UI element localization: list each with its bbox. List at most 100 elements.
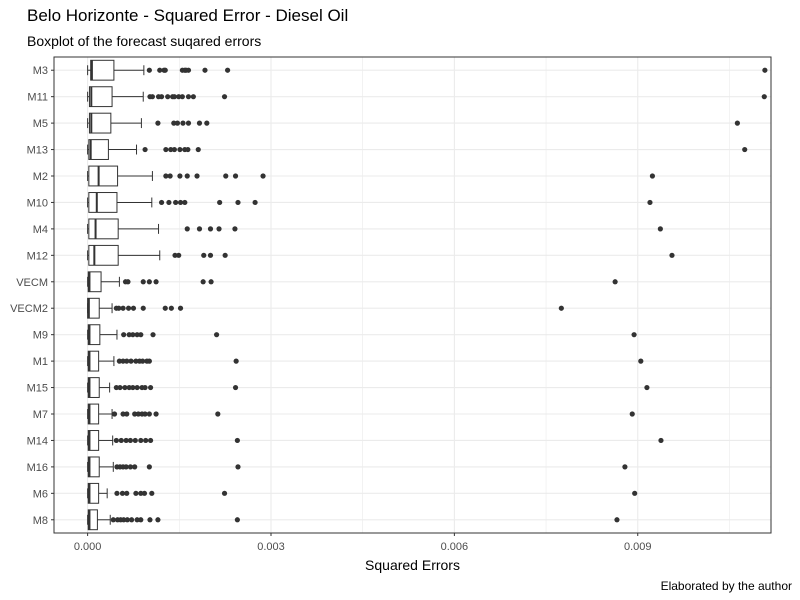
- outlier-point: [168, 146, 174, 153]
- outlier-point: [153, 279, 159, 285]
- y-tick-label: M1: [33, 356, 48, 368]
- box: [87, 456, 100, 478]
- outlier-point: [128, 358, 134, 364]
- outlier-point: [126, 332, 132, 338]
- box: [88, 218, 119, 240]
- outlier-point: [142, 146, 148, 153]
- outlier-point: [116, 305, 122, 311]
- outlier-point: [146, 67, 152, 73]
- outlier-point: [163, 173, 169, 179]
- outlier-point: [171, 146, 178, 153]
- outlier-point: [141, 490, 148, 496]
- outlier-point: [147, 437, 154, 444]
- outlier-point: [120, 305, 126, 311]
- outlier-point: [177, 173, 183, 179]
- outlier-point: [149, 490, 155, 496]
- box: [87, 482, 100, 504]
- outlier-point: [622, 464, 628, 470]
- x-tick-label: 0.009: [624, 541, 652, 553]
- outlier-point: [125, 279, 131, 285]
- outlier-point: [742, 146, 748, 153]
- outlier-point: [126, 384, 132, 391]
- outlier-point: [182, 199, 188, 206]
- outlier-point: [177, 146, 183, 153]
- outlier-point: [155, 517, 161, 523]
- y-tick-label: M13: [27, 145, 48, 157]
- outlier-point: [166, 199, 172, 206]
- y-tick-label: M7: [33, 409, 48, 421]
- outlier-point: [233, 358, 239, 364]
- y-tick-label: M12: [27, 250, 48, 262]
- outlier-point: [208, 279, 214, 285]
- box: [88, 139, 109, 160]
- y-tick-label: M14: [27, 435, 48, 447]
- outlier-point: [133, 358, 139, 364]
- outlier-point: [167, 173, 173, 179]
- box: [87, 430, 100, 451]
- outlier-point: [124, 517, 130, 523]
- outlier-point: [165, 94, 171, 100]
- outlier-point: [114, 490, 120, 496]
- outlier-point: [113, 437, 119, 444]
- outlier-point: [234, 517, 240, 523]
- outlier-point: [125, 305, 132, 311]
- outlier-point: [612, 279, 618, 285]
- outlier-point: [138, 490, 144, 496]
- outlier-point: [146, 279, 152, 285]
- outlier-point: [734, 120, 740, 126]
- outlier-point: [184, 226, 190, 232]
- y-tick-label: VECM: [16, 277, 48, 289]
- outlier-point: [111, 411, 118, 417]
- outlier-point: [200, 279, 206, 285]
- outlier-point: [130, 384, 136, 391]
- outlier-point: [195, 146, 201, 153]
- box: [87, 377, 100, 398]
- outlier-point: [162, 305, 168, 311]
- outlier-point: [222, 252, 228, 258]
- outlier-point: [631, 332, 637, 338]
- outlier-point: [134, 384, 140, 391]
- outlier-point: [179, 94, 185, 100]
- x-axis-title: Squared Errors: [365, 557, 460, 573]
- outlier-point: [213, 332, 220, 338]
- outlier-point: [614, 517, 620, 523]
- outlier-point: [122, 384, 128, 391]
- box: [87, 297, 100, 319]
- outlier-point: [143, 437, 149, 444]
- x-tick-label: 0.003: [257, 541, 285, 553]
- outlier-point: [260, 173, 266, 179]
- outlier-point: [174, 120, 181, 126]
- outlier-point: [155, 120, 161, 126]
- outlier-point: [168, 305, 174, 311]
- outlier-point: [761, 94, 767, 100]
- outlier-point: [123, 464, 129, 470]
- outlier-point: [138, 332, 144, 338]
- box: [90, 59, 115, 81]
- outlier-point: [113, 384, 119, 391]
- y-tick-label: M16: [27, 462, 48, 474]
- outlier-point: [234, 437, 240, 444]
- outlier-point: [216, 226, 222, 232]
- outlier-point: [120, 358, 126, 364]
- y-tick-label: VECM2: [10, 303, 48, 315]
- outlier-point: [132, 411, 138, 417]
- outlier-point: [221, 94, 228, 100]
- y-tick-label: M15: [27, 383, 48, 395]
- outlier-point: [138, 517, 144, 523]
- outlier-point: [223, 173, 229, 179]
- box: [87, 350, 100, 372]
- outlier-point: [207, 226, 214, 232]
- box: [87, 271, 102, 293]
- outlier-point: [129, 517, 135, 523]
- chart-title: Belo Horizonte - Squared Error - Diesel …: [27, 6, 349, 25]
- outlier-point: [132, 464, 138, 470]
- outlier-point: [658, 437, 664, 444]
- y-tick-label: M3: [33, 65, 48, 77]
- outlier-point: [130, 332, 136, 338]
- outlier-point: [232, 226, 238, 232]
- chart-caption: Elaborated by the author: [660, 579, 792, 593]
- outlier-point: [632, 490, 638, 496]
- outlier-point: [147, 517, 153, 523]
- outlier-point: [176, 94, 182, 100]
